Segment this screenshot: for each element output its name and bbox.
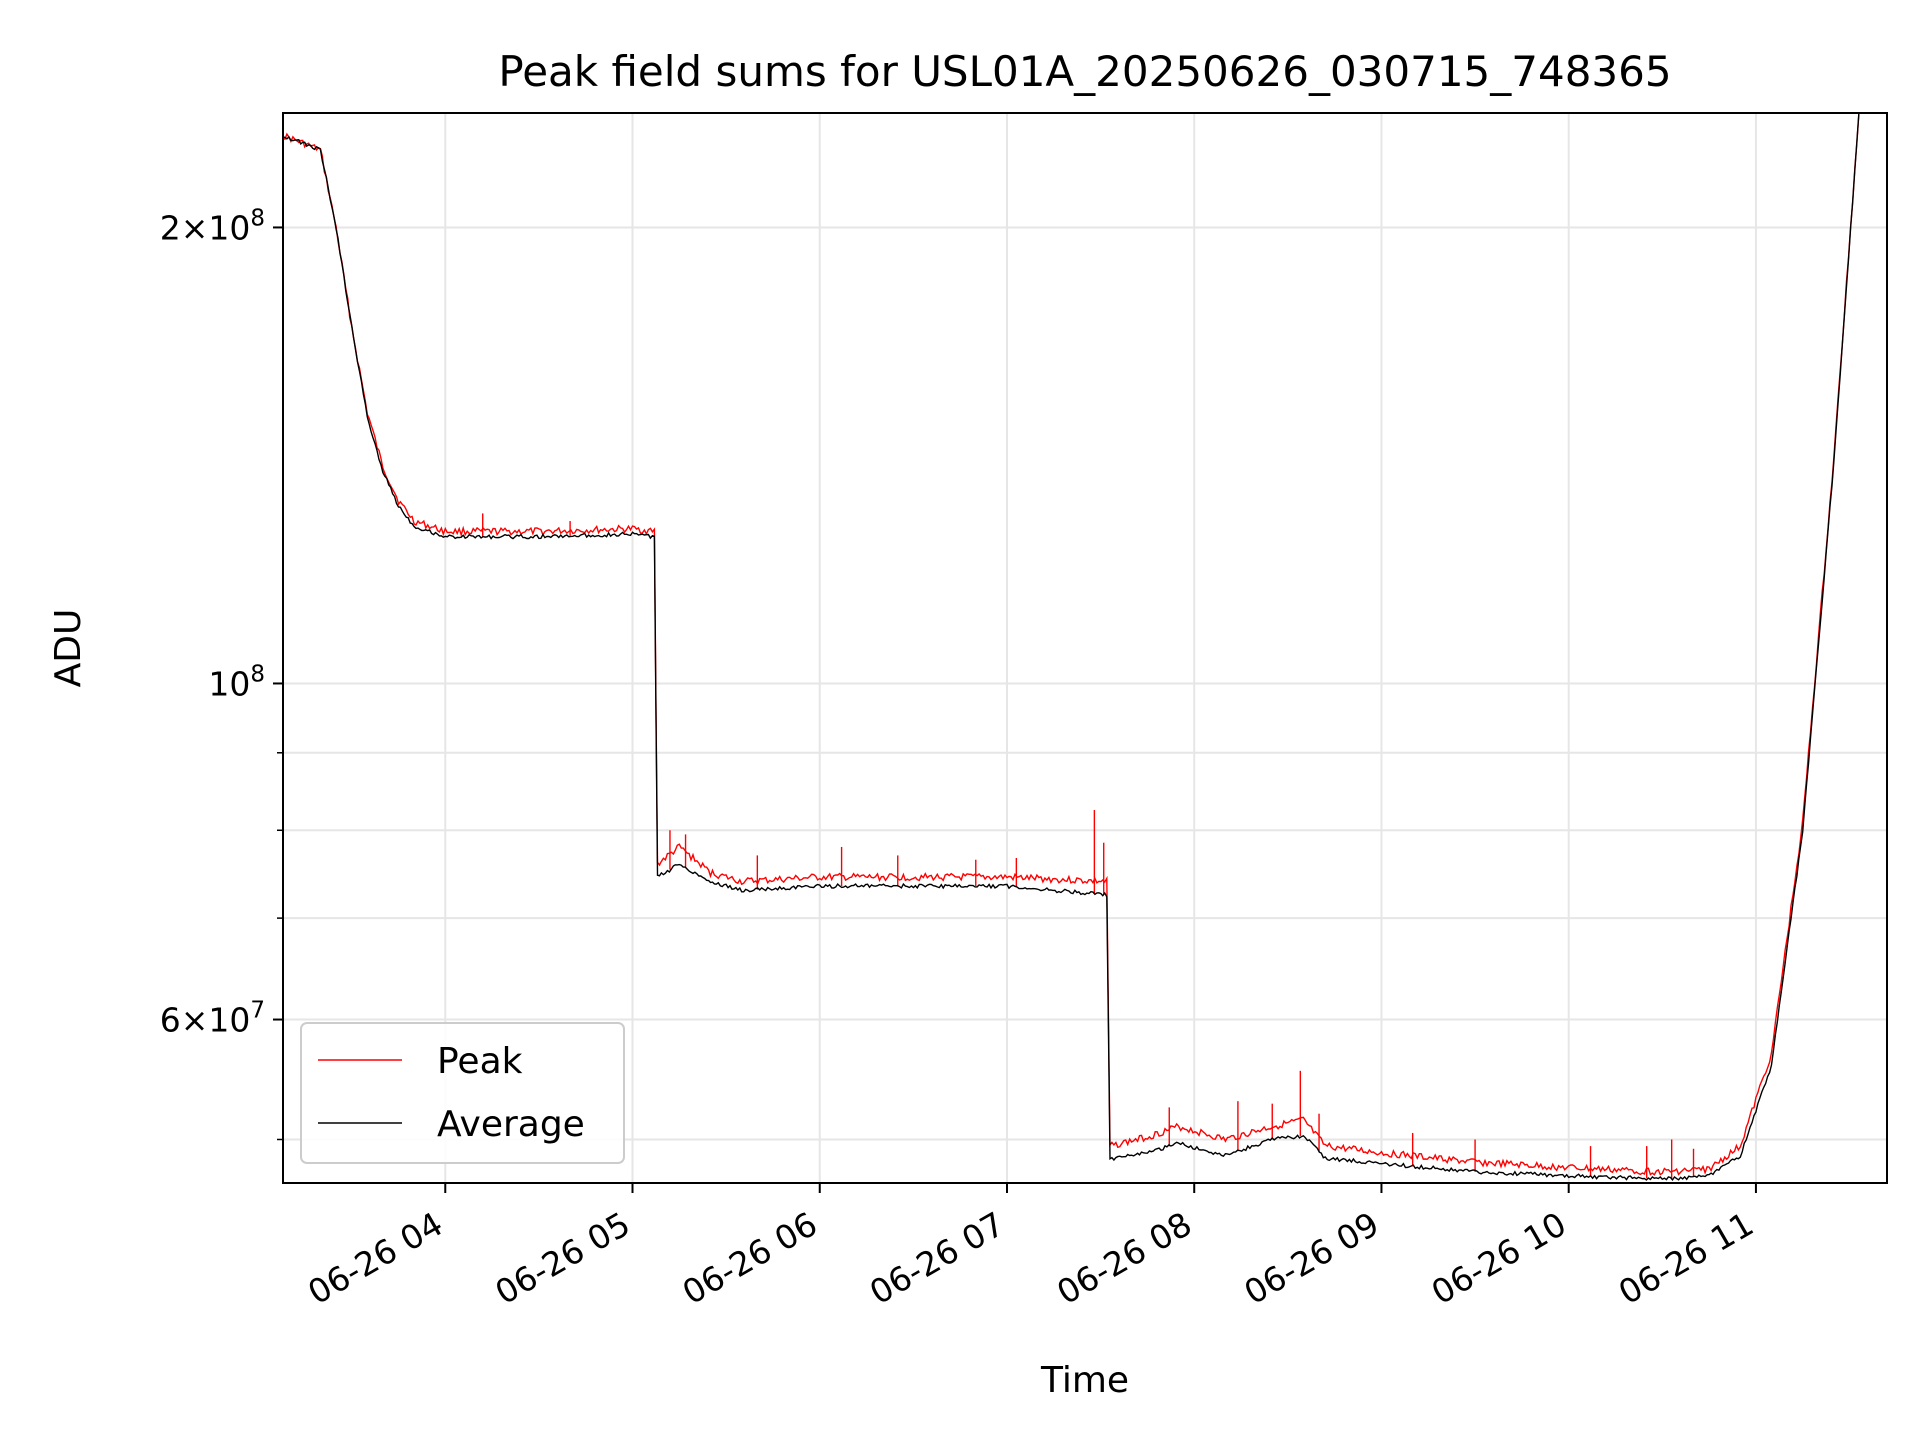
chart-title: Peak field sums for USL01A_20250626_0307… (498, 47, 1671, 96)
legend-average-label: Average (437, 1104, 585, 1145)
y-tick-label: 2×108 (160, 205, 265, 247)
series-line-average (283, 113, 1860, 1182)
x-axis-label: Time (1040, 1360, 1129, 1401)
plot-frame (282, 112, 1888, 1184)
legend-peak-label: Peak (437, 1041, 523, 1082)
y-tick-label: 108 (208, 661, 265, 703)
legend-box (300, 1022, 625, 1164)
y-tick-label: 6×107 (160, 998, 265, 1040)
series-line-peak (283, 113, 1860, 1176)
y-axis-label: ADU (48, 609, 89, 688)
series-layer (283, 113, 1860, 1182)
legend: Peak Average (300, 1022, 625, 1164)
grid (283, 113, 1887, 1183)
